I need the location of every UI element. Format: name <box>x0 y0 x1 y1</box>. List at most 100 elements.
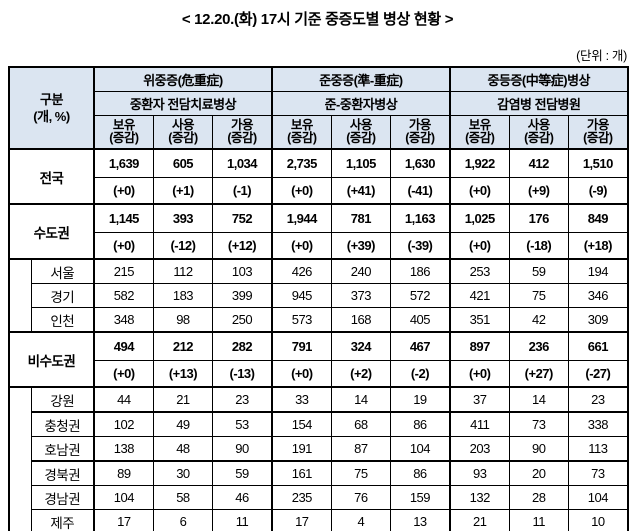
value-cell: 14 <box>330 386 392 413</box>
value-cell: 11 <box>212 509 273 531</box>
corner-header-line2: (개, %) <box>33 109 70 124</box>
value-cell: 1,944 <box>270 203 332 233</box>
value-cell: 421 <box>448 283 510 308</box>
value-cell: 661 <box>567 331 629 361</box>
change-cell: (-9) <box>567 177 629 205</box>
measure-header-top: 보유 <box>112 118 136 132</box>
change-cell: (+18) <box>567 232 629 260</box>
change-cell: (+41) <box>330 177 392 205</box>
indent-strip <box>8 258 32 333</box>
value-cell: 59 <box>212 460 273 486</box>
value-cell: 791 <box>270 331 332 361</box>
value-cell: 373 <box>330 283 392 308</box>
row-label: 제주 <box>30 509 95 531</box>
corner-header: 구분 (개, %) <box>8 66 95 150</box>
value-cell: 1,163 <box>390 203 451 233</box>
measure-header-bottom: (증감) <box>109 131 139 145</box>
value-cell: 4 <box>330 509 392 531</box>
value-cell: 75 <box>330 460 392 486</box>
measure-header-top: 사용 <box>527 118 551 132</box>
change-cell: (+0) <box>448 360 510 388</box>
value-cell: 103 <box>212 258 273 284</box>
value-cell: 154 <box>270 411 332 437</box>
corner-header-line1: 구분 <box>40 92 63 107</box>
change-cell: (+2) <box>330 360 392 388</box>
value-cell: 282 <box>212 331 273 361</box>
value-cell: 37 <box>448 386 510 413</box>
value-cell: 73 <box>508 411 569 437</box>
value-cell: 49 <box>152 411 214 437</box>
table-header: 구분 (개, %) 위중증(危重症) 준중증(準-重症) 중등증(中等症)병상 … <box>8 66 629 150</box>
measure-header-bottom: (증감) <box>168 131 198 145</box>
value-cell: 1,630 <box>390 148 451 178</box>
value-cell: 393 <box>152 203 214 233</box>
change-cell: (-2) <box>390 360 451 388</box>
value-cell: 10 <box>567 509 629 531</box>
row-label: 강원 <box>30 386 95 413</box>
table-body: 전국 1,639 605 1,034 2,735 1,105 1,630 1,922 412 1,… <box>8 148 629 531</box>
value-cell: 405 <box>390 307 451 333</box>
row-label: 경북권 <box>30 460 95 486</box>
value-cell: 53 <box>212 411 273 437</box>
value-cell: 250 <box>212 307 273 333</box>
value-cell: 87 <box>330 436 392 462</box>
value-cell: 42 <box>508 307 569 333</box>
row-label: 서울 <box>30 258 95 284</box>
row-label: 충청권 <box>30 411 95 437</box>
measure-header-top: 사용 <box>349 118 373 132</box>
value-cell: 399 <box>212 283 273 308</box>
value-cell: 1,639 <box>92 148 154 178</box>
value-cell: 48 <box>152 436 214 462</box>
value-cell: 176 <box>508 203 569 233</box>
measure-header: 사용 (증감) <box>330 115 392 150</box>
value-cell: 76 <box>330 485 392 510</box>
measure-header-top: 사용 <box>171 118 195 132</box>
change-cell: (+0) <box>92 177 154 205</box>
value-cell: 75 <box>508 283 569 308</box>
value-cell: 186 <box>390 258 451 284</box>
value-cell: 235 <box>270 485 332 510</box>
value-cell: 21 <box>152 386 214 413</box>
value-cell: 1,034 <box>212 148 273 178</box>
value-cell: 168 <box>330 307 392 333</box>
value-cell: 21 <box>448 509 510 531</box>
row-label: 경남권 <box>30 485 95 510</box>
measure-header-bottom: (증감) <box>287 131 317 145</box>
group-header-severe: 위중증(危重症) <box>93 66 273 92</box>
value-cell: 945 <box>270 283 332 308</box>
value-cell: 236 <box>508 331 569 361</box>
measure-header-bottom: (증감) <box>465 131 495 145</box>
value-cell: 33 <box>270 386 332 413</box>
value-cell: 113 <box>567 436 629 462</box>
measure-header: 가용 (증감) <box>212 115 273 150</box>
row-label: 전국 <box>8 148 95 205</box>
subtitle-semi-severe: 준-중환자병상 <box>270 91 451 116</box>
measure-header-bottom: (증감) <box>405 131 435 145</box>
value-cell: 194 <box>567 258 629 284</box>
change-cell: (+0) <box>448 177 510 205</box>
measure-header-top: 보유 <box>290 118 314 132</box>
value-cell: 752 <box>212 203 273 233</box>
value-cell: 240 <box>330 258 392 284</box>
measure-header: 사용 (증감) <box>152 115 214 150</box>
indent-strip <box>8 386 32 531</box>
measure-header: 보유 (증감) <box>270 115 332 150</box>
value-cell: 1,145 <box>92 203 154 233</box>
change-cell: (-13) <box>212 360 273 388</box>
measure-header: 사용 (증감) <box>508 115 569 150</box>
value-cell: 183 <box>152 283 214 308</box>
value-cell: 23 <box>212 386 273 413</box>
value-cell: 86 <box>390 460 451 486</box>
value-cell: 494 <box>92 331 154 361</box>
value-cell: 1,025 <box>448 203 510 233</box>
row-label: 수도권 <box>8 203 95 260</box>
value-cell: 138 <box>92 436 154 462</box>
value-cell: 849 <box>567 203 629 233</box>
value-cell: 338 <box>567 411 629 437</box>
measure-header-bottom: (증감) <box>583 131 613 145</box>
measure-header-top: 가용 <box>586 118 610 132</box>
value-cell: 98 <box>152 307 214 333</box>
value-cell: 19 <box>390 386 451 413</box>
value-cell: 30 <box>152 460 214 486</box>
unit-note: (단위 : 개) <box>576 49 627 63</box>
